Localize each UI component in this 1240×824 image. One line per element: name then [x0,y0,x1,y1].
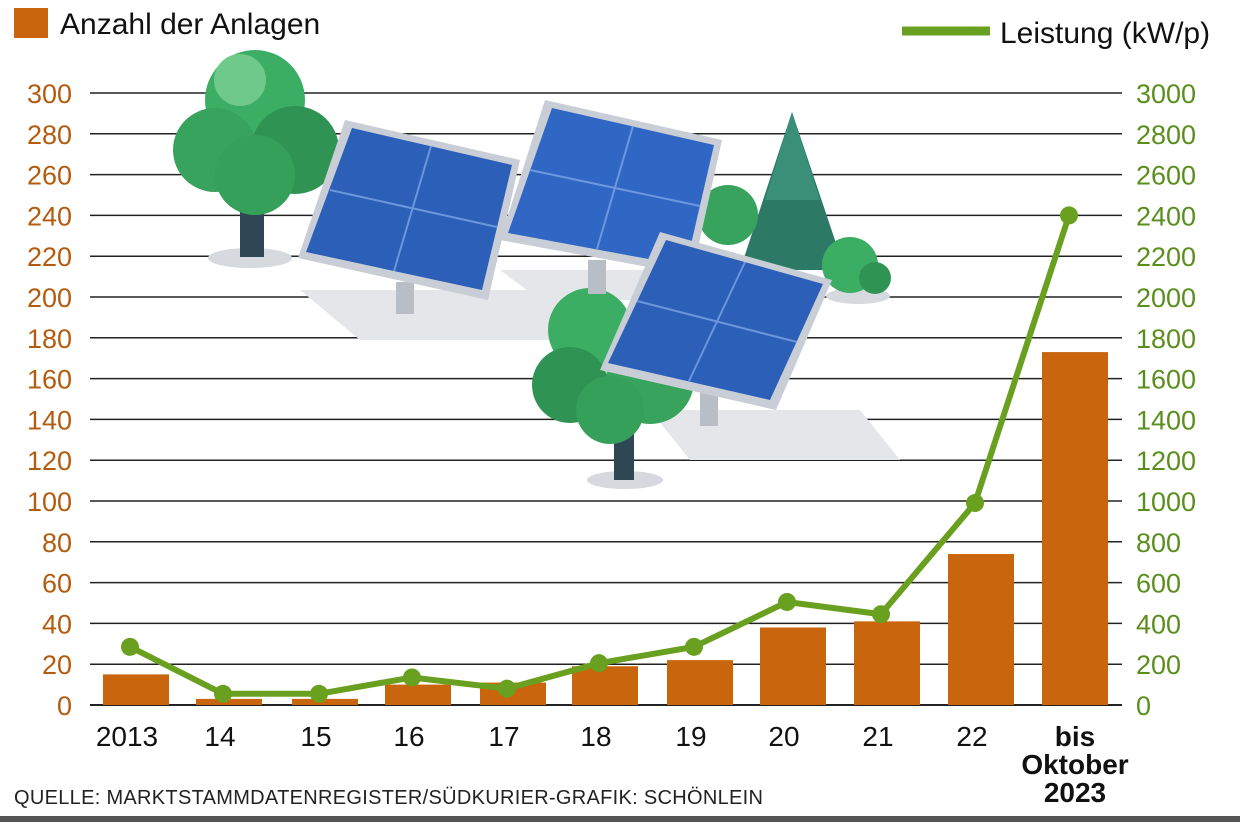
right-axis-tick-label: 2200 [1136,242,1196,272]
line-point-9 [966,494,984,513]
line-point-8 [872,605,890,624]
left-axis-tick-label: 80 [42,528,72,558]
left-axis-tick-label: 40 [42,609,72,639]
line-point-10 [1060,206,1078,225]
right-axis-tick-label: 2600 [1136,161,1196,191]
right-axis-tick-label: 1800 [1136,324,1196,354]
right-axis-tick-label: 600 [1136,569,1181,599]
bar-1 [196,698,262,705]
left-axis-tick-label: 0 [57,691,72,721]
right-axis-ticks: 0 200 400 600 800 1000 1200 1400 1600 1800 2000 220… [1136,79,1196,721]
x-tick-label: Oktober [1021,749,1128,780]
left-axis-tick-label: 100 [27,487,72,517]
x-tick-label: 21 [862,721,893,752]
right-axis-tick-label: 1400 [1136,405,1196,435]
line-point-2 [310,684,328,703]
left-axis-tick-label: 140 [27,405,72,435]
source-note: QUELLE: MARKTSTAMMDATENREGISTER/SÜDKURIE… [14,787,764,809]
legend-line-label: Leistung (kW/p) [1000,17,1210,50]
x-tick-label: 14 [204,721,235,752]
right-axis-tick-label: 400 [1136,609,1181,639]
bar-9 [948,554,1014,705]
right-axis-tick-label: 1200 [1136,446,1196,476]
x-tick-label: 2013 [96,721,158,752]
left-axis-tick-label: 300 [27,79,72,109]
right-axis-tick-label: 1600 [1136,365,1196,395]
right-axis-tick-label: 1000 [1136,487,1196,517]
x-tick-label: 15 [300,721,331,752]
bars-series [103,352,1108,705]
left-axis-tick-label: 120 [27,446,72,476]
right-axis-tick-label: 0 [1136,691,1151,721]
line-point-0 [121,637,139,656]
line-point-6 [685,637,703,656]
x-tick-label: 22 [956,721,987,752]
bar-5 [572,666,638,705]
left-axis-tick-label: 20 [42,650,72,680]
right-axis-tick-label: 800 [1136,528,1181,558]
right-axis-tick-label: 2400 [1136,201,1196,231]
left-axis-tick-label: 220 [27,242,72,272]
bar-0 [103,674,169,705]
right-axis-tick-label: 200 [1136,650,1181,680]
left-axis-tick-label: 240 [27,201,72,231]
x-tick-label: 17 [488,721,519,752]
x-tick-label: 18 [580,721,611,752]
left-axis-tick-label: 180 [27,324,72,354]
left-axis-tick-label: 260 [27,161,72,191]
left-axis-tick-label: 280 [27,120,72,150]
bar-7 [760,627,826,705]
left-axis-tick-label: 60 [42,569,72,599]
line-point-3 [403,668,421,687]
line-point-1 [214,684,232,703]
x-tick-label: 20 [768,721,799,752]
legend: Anzahl der Anlagen Leistung (kW/p) [14,8,1210,50]
line-point-5 [590,654,608,673]
line-point-7 [778,592,796,611]
right-axis-tick-label: 2800 [1136,120,1196,150]
bar-8 [854,621,920,705]
bar-10 [1042,352,1108,705]
line-series [121,206,1078,703]
x-tick-label: 19 [675,721,706,752]
line-point-4 [498,679,516,698]
bar-2 [292,698,358,705]
solar-panels-and-trees-icon [173,50,900,489]
left-axis-tick-label: 200 [27,283,72,313]
left-axis-ticks: 0 20 40 60 80 100 120 140 160 180 200 220 240 260 280 3… [27,79,72,721]
left-axis-tick-label: 160 [27,365,72,395]
legend-bar-swatch [14,8,48,38]
right-axis-tick-label: 2000 [1136,283,1196,313]
x-tick-label: 2023 [1044,777,1106,808]
x-tick-label: 16 [393,721,424,752]
right-axis-tick-label: 3000 [1136,79,1196,109]
x-tick-label: bis [1055,721,1095,752]
bar-6 [667,660,733,705]
bottom-rule [0,816,1240,822]
bar-3 [385,684,451,705]
legend-bar-label: Anzahl der Anlagen [60,8,320,41]
